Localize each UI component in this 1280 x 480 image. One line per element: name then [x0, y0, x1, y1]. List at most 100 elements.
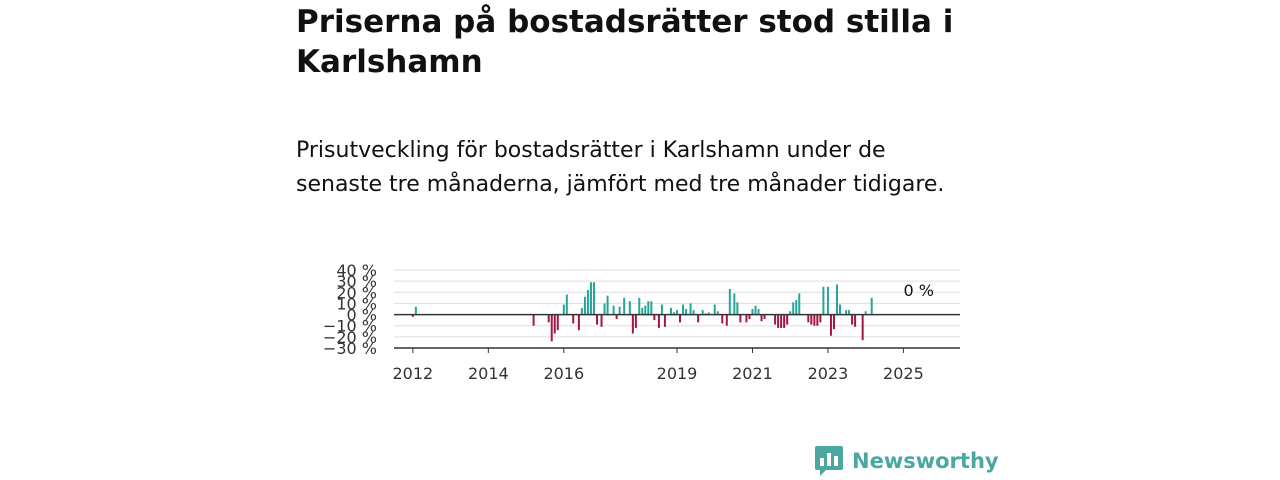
- grid-lines: [394, 269, 960, 349]
- y-tick-label: −20 %: [323, 328, 377, 347]
- bar: [647, 301, 650, 315]
- bar: [682, 304, 685, 315]
- bar: [676, 310, 678, 315]
- chart-title: Priserna på bostadsrätter stod stilla i …: [296, 4, 954, 80]
- bar: [650, 301, 653, 315]
- bar: [826, 286, 829, 315]
- bar: [641, 307, 644, 315]
- bar: [845, 310, 848, 315]
- bar: [829, 314, 832, 336]
- bar: [572, 314, 575, 324]
- bar: [657, 314, 660, 328]
- x-tick-label: 2023: [808, 364, 849, 383]
- bar: [679, 314, 682, 323]
- bar: [589, 282, 592, 315]
- bars: [411, 282, 873, 342]
- bar: [728, 288, 731, 315]
- bar: [848, 310, 851, 315]
- bar: [763, 314, 766, 320]
- bar: [615, 314, 618, 320]
- x-tick-label: 2012: [393, 364, 434, 383]
- bar: [798, 293, 801, 315]
- bar: [748, 314, 751, 320]
- bar: [789, 311, 792, 315]
- bar: [721, 314, 724, 324]
- bar: [822, 286, 825, 315]
- axes: [394, 313, 960, 349]
- bar: [760, 314, 763, 322]
- bar: [795, 300, 798, 315]
- bar: [550, 314, 553, 342]
- bar: [628, 301, 631, 315]
- brand-name: Newsworthy: [852, 449, 999, 473]
- bar: [839, 304, 842, 315]
- last-value-label: 0 %: [903, 281, 933, 300]
- x-axis-labels: 2012 2014 2016 2019 2021 2023 2025: [393, 348, 924, 383]
- bar: [692, 310, 695, 315]
- bar: [414, 306, 417, 315]
- bar: [816, 314, 819, 326]
- bar: [745, 314, 748, 323]
- bar: [565, 294, 568, 315]
- y-tick-label: 0 %: [347, 306, 377, 325]
- bar: [861, 314, 864, 341]
- bar: [777, 314, 780, 328]
- bar: [644, 305, 647, 315]
- bar: [792, 302, 795, 315]
- y-axis-labels: 40 %30 %20 %10 %0 %−10 %−20 %−30 %: [323, 261, 377, 358]
- bar: [583, 296, 586, 315]
- bar: [851, 314, 854, 325]
- bar: [713, 304, 716, 315]
- bar: [751, 309, 754, 315]
- chart-subtitle: Prisutveckling för bostadsrätter i Karls…: [296, 138, 945, 197]
- y-tick-label: 10 %: [336, 294, 377, 313]
- bar: [606, 295, 609, 315]
- bar: [612, 305, 615, 315]
- bar: [547, 314, 550, 323]
- bar: [786, 314, 789, 325]
- bar: [653, 314, 656, 321]
- bar: [813, 314, 816, 326]
- bar: [623, 297, 626, 315]
- bar: [854, 314, 857, 327]
- y-tick-label: 30 %: [336, 272, 377, 291]
- bar: [780, 314, 783, 328]
- y-tick-label: −30 %: [323, 339, 377, 358]
- bar: [739, 314, 742, 323]
- bar: [532, 314, 535, 326]
- bar: [638, 297, 641, 315]
- bar: [736, 302, 739, 315]
- bar: [774, 314, 777, 325]
- bar: [603, 303, 606, 315]
- bar: [832, 314, 835, 330]
- bar-chart-speech-bubble-icon: [815, 446, 843, 476]
- bar: [592, 282, 595, 315]
- bar: [596, 314, 599, 325]
- bar: [411, 314, 414, 317]
- bar: [835, 284, 838, 315]
- bar: [580, 307, 583, 315]
- bar: [618, 306, 621, 315]
- bar: [783, 314, 786, 328]
- price-change-bar-chart: 40 %30 %20 %10 %0 %−10 %−20 %−30 % 2012 2…: [323, 261, 960, 383]
- bar: [701, 310, 704, 315]
- bar: [553, 314, 556, 334]
- bar: [600, 314, 603, 327]
- bar: [660, 304, 663, 315]
- bar: [556, 314, 559, 331]
- bar: [807, 314, 810, 323]
- y-tick-label: 40 %: [336, 261, 377, 280]
- bar: [689, 303, 692, 315]
- bar: [810, 314, 813, 325]
- bar: [757, 309, 760, 315]
- x-tick-label: 2016: [543, 364, 584, 383]
- bar: [672, 312, 675, 315]
- bar: [716, 311, 719, 315]
- bar: [577, 314, 580, 331]
- bar: [631, 314, 634, 334]
- x-tick-label: 2019: [657, 364, 698, 383]
- bar: [669, 307, 672, 315]
- bar: [870, 297, 873, 315]
- bar: [864, 311, 867, 315]
- y-tick-label: −10 %: [323, 317, 377, 336]
